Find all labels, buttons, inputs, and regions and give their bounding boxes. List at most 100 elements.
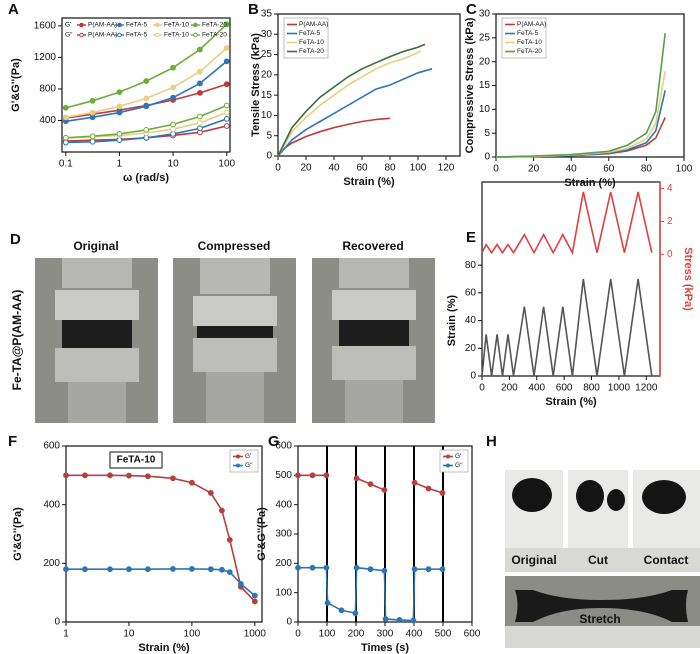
x-tick-label: 500 xyxy=(435,629,452,640)
x-tick-label: 600 xyxy=(464,629,481,640)
data-point xyxy=(89,114,96,121)
photo xyxy=(173,258,296,423)
data-point xyxy=(251,598,258,605)
y-tick-label: 300 xyxy=(275,529,292,540)
data-point xyxy=(82,566,88,573)
y-tick-label: 400 xyxy=(39,115,56,126)
legend-box xyxy=(229,449,259,473)
y-axis-label: G'&G''(Pa) xyxy=(12,507,24,561)
y-axis-label: G'&G''(Pa) xyxy=(256,507,268,561)
data-point xyxy=(89,133,96,140)
data-point xyxy=(197,46,203,53)
data-point xyxy=(170,94,176,101)
annotation: FeTA-10 xyxy=(117,455,156,466)
x-tick-label: 400 xyxy=(406,629,423,640)
side-label: Fe-TA@P(AM-AA) xyxy=(10,290,24,391)
legend-swatch xyxy=(446,463,450,468)
y-tick-label: 400 xyxy=(275,499,292,510)
y-tick-label: 40 xyxy=(465,315,477,326)
data-point xyxy=(89,109,96,116)
x-tick-label: 100 xyxy=(410,163,427,174)
data-point xyxy=(382,616,389,622)
photo xyxy=(312,258,435,423)
y-tick-label: 0 xyxy=(286,617,292,628)
data-point xyxy=(116,130,123,137)
x-tick-label: 0 xyxy=(479,383,485,394)
x-tick-label: 80 xyxy=(384,163,396,174)
y-tick-label: 600 xyxy=(43,441,60,452)
data-point xyxy=(116,89,123,95)
data-point xyxy=(63,472,69,479)
data-point xyxy=(126,566,132,573)
legend-swatch xyxy=(117,32,122,38)
series-line xyxy=(481,191,653,256)
y2-tick-label: 2 xyxy=(667,216,673,227)
legend-label: FeTA-10 xyxy=(517,39,542,46)
legend-swatch xyxy=(193,22,198,28)
x-tick-label: 300 xyxy=(377,629,394,640)
data-point xyxy=(309,472,316,479)
y-tick-label: 30 xyxy=(261,29,273,40)
photo-caption: Recovered xyxy=(342,239,403,253)
data-point xyxy=(381,567,388,574)
plot-frame xyxy=(61,17,231,153)
data-point xyxy=(223,58,230,65)
data-point xyxy=(107,472,113,479)
x-tick-label: 600 xyxy=(556,383,573,394)
x-tick-label: 20 xyxy=(300,163,312,174)
legend-label: FeTA-5 xyxy=(299,30,321,37)
data-point xyxy=(367,481,374,488)
panel-label: F xyxy=(8,433,17,450)
y-tick-label: 20 xyxy=(261,69,273,80)
legend-swatch xyxy=(79,32,84,38)
data-point xyxy=(295,472,301,479)
data-point xyxy=(62,139,69,146)
x-tick-label: 0 xyxy=(275,163,281,174)
data-point xyxy=(107,566,113,573)
data-point xyxy=(197,113,203,120)
data-point xyxy=(143,95,150,102)
x-tick-label: 60 xyxy=(603,164,615,175)
x-tick-label: 1 xyxy=(117,159,123,170)
data-point xyxy=(352,610,359,617)
series-line xyxy=(66,568,256,597)
photo-caption: Cut xyxy=(588,553,608,567)
series-line xyxy=(298,566,443,622)
series-line xyxy=(481,278,653,377)
legend-swatch xyxy=(193,32,198,38)
data-point xyxy=(144,473,151,480)
legend-label: G' xyxy=(455,453,461,460)
series-line xyxy=(277,49,422,157)
legend-label: FeTA-20 xyxy=(202,22,227,29)
data-point xyxy=(143,103,150,110)
data-point xyxy=(237,580,244,587)
y-tick-label: 500 xyxy=(275,470,292,481)
legend-swatch xyxy=(236,454,240,459)
y-tick-label: 1600 xyxy=(34,21,57,32)
y-axis-label: Tensile Stress (kPa) xyxy=(250,33,262,137)
data-point xyxy=(170,64,176,71)
data-point xyxy=(223,115,230,122)
series-line xyxy=(495,71,666,158)
data-point xyxy=(439,566,446,573)
x-tick-label: 40 xyxy=(328,163,340,174)
data-point xyxy=(309,564,316,571)
x-tick-label: 20 xyxy=(528,164,540,175)
x-tick-label: 0.1 xyxy=(59,159,73,170)
data-point xyxy=(411,479,418,486)
data-point xyxy=(116,137,123,144)
photo-caption: Stretch xyxy=(579,612,620,626)
x-tick-label: 200 xyxy=(348,629,365,640)
series-line xyxy=(277,43,426,157)
panel-label: D xyxy=(10,231,21,248)
legend-label: FeTA-20 xyxy=(517,48,542,55)
y-tick-label: 1200 xyxy=(34,52,57,63)
photo xyxy=(505,576,700,648)
x-axis-label: Strain (%) xyxy=(545,396,597,408)
x-tick-label: 40 xyxy=(566,164,578,175)
data-point xyxy=(116,109,123,116)
x-tick-label: 80 xyxy=(641,164,653,175)
y2-tick-label: 4 xyxy=(667,183,673,194)
data-point xyxy=(170,84,176,91)
